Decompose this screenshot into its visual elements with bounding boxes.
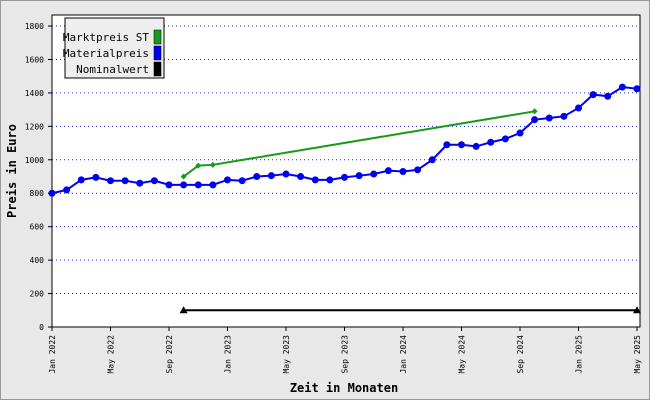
x-tick-label: Jan 2023 [224, 335, 233, 374]
y-axis-label: Preis in Euro [5, 124, 19, 218]
point [194, 181, 202, 189]
point [384, 167, 392, 175]
point [545, 114, 553, 122]
x-tick-label: May 2022 [107, 335, 116, 374]
series-line [183, 110, 535, 178]
point [355, 172, 363, 180]
point [297, 173, 305, 181]
point [311, 176, 319, 184]
y-tick-label: 0 [39, 323, 44, 332]
point [428, 156, 436, 164]
point [267, 172, 275, 180]
point [560, 112, 568, 120]
point [180, 173, 187, 180]
point [575, 104, 582, 112]
legend-label: Marktpreis ST [63, 31, 149, 44]
point [531, 108, 538, 115]
legend-swatch [153, 29, 162, 45]
point [633, 306, 641, 314]
x-tick-label: Sep 2023 [341, 335, 350, 374]
x-tick-label: May 2024 [458, 335, 467, 374]
x-tick-label: Jan 2025 [575, 335, 584, 374]
legend [64, 17, 165, 79]
point [253, 173, 261, 181]
point [458, 141, 465, 149]
point [633, 85, 641, 93]
point [92, 173, 100, 181]
x-axis-label: Zeit in Monaten [290, 381, 398, 395]
point [136, 179, 144, 187]
y-tick-label: 1600 [25, 55, 44, 64]
point [414, 166, 422, 174]
y-tick-label: 200 [30, 290, 45, 299]
x-tick-label: May 2023 [282, 335, 291, 374]
point [165, 181, 173, 189]
x-tick-label: May 2025 [633, 335, 642, 374]
x-tick-label: Sep 2024 [516, 335, 525, 374]
x-tick-label: Sep 2022 [165, 335, 174, 374]
point [107, 177, 114, 185]
point [443, 141, 451, 149]
point [77, 176, 85, 184]
point [209, 161, 216, 168]
point [121, 177, 129, 185]
point [326, 176, 334, 184]
y-tick-label: 600 [30, 223, 45, 232]
point [516, 129, 524, 137]
point [238, 177, 246, 185]
y-tick-label: 400 [30, 256, 45, 265]
point [589, 91, 597, 99]
point [150, 177, 158, 185]
x-tick-label: Jan 2022 [48, 335, 57, 374]
point [370, 170, 378, 178]
point [531, 116, 539, 124]
point [604, 92, 612, 100]
point [195, 162, 202, 169]
marks [48, 83, 641, 314]
point [179, 306, 188, 314]
point [341, 173, 348, 181]
y-tick-label: 1000 [25, 156, 44, 165]
legend-swatch [153, 45, 162, 61]
point [501, 135, 509, 143]
legend-label: Nominalwert [76, 63, 149, 76]
y-tick-label: 1800 [25, 22, 44, 31]
point [282, 170, 290, 178]
point [209, 181, 217, 189]
point [180, 181, 188, 189]
y-tick-label: 800 [30, 189, 45, 198]
point [224, 176, 231, 184]
x-tick-label: Jan 2024 [399, 335, 408, 374]
y-tick-label: 1400 [25, 89, 44, 98]
point [472, 142, 480, 150]
point [618, 83, 626, 91]
point [48, 189, 56, 197]
point [399, 168, 407, 176]
y-tick-label: 1200 [25, 122, 44, 131]
point [487, 138, 495, 146]
point [63, 186, 71, 194]
legend-swatch [153, 61, 162, 77]
legend-label: Materialpreis [63, 47, 149, 60]
